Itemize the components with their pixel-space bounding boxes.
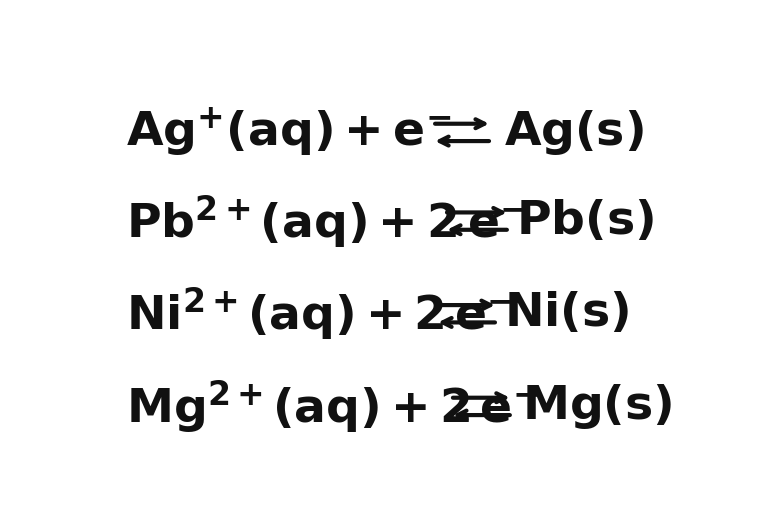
Text: $\mathbf{Ag(s)}$: $\mathbf{Ag(s)}$ [504, 108, 644, 157]
Text: $\mathbf{Mg^{2+}(aq)  +  2\, e^{-}}$: $\mathbf{Mg^{2+}(aq) + 2\, e^{-}}$ [126, 378, 538, 435]
Text: $\mathbf{Ni(s)}$: $\mathbf{Ni(s)}$ [504, 291, 629, 336]
Text: $\mathbf{Pb(s)}$: $\mathbf{Pb(s)}$ [515, 199, 654, 244]
Text: $\mathbf{Ag^{+}(aq)  +  e^{-}}$: $\mathbf{Ag^{+}(aq) + e^{-}}$ [126, 106, 451, 159]
Text: $\mathbf{Mg(s)}$: $\mathbf{Mg(s)}$ [521, 382, 672, 431]
Text: $\mathbf{Ni^{2+}(aq)  +  2\, e^{-}}$: $\mathbf{Ni^{2+}(aq) + 2\, e^{-}}$ [126, 285, 513, 342]
Text: $\mathbf{Pb^{2+}(aq)  +  2\, e^{-}}$: $\mathbf{Pb^{2+}(aq) + 2\, e^{-}}$ [126, 193, 525, 250]
